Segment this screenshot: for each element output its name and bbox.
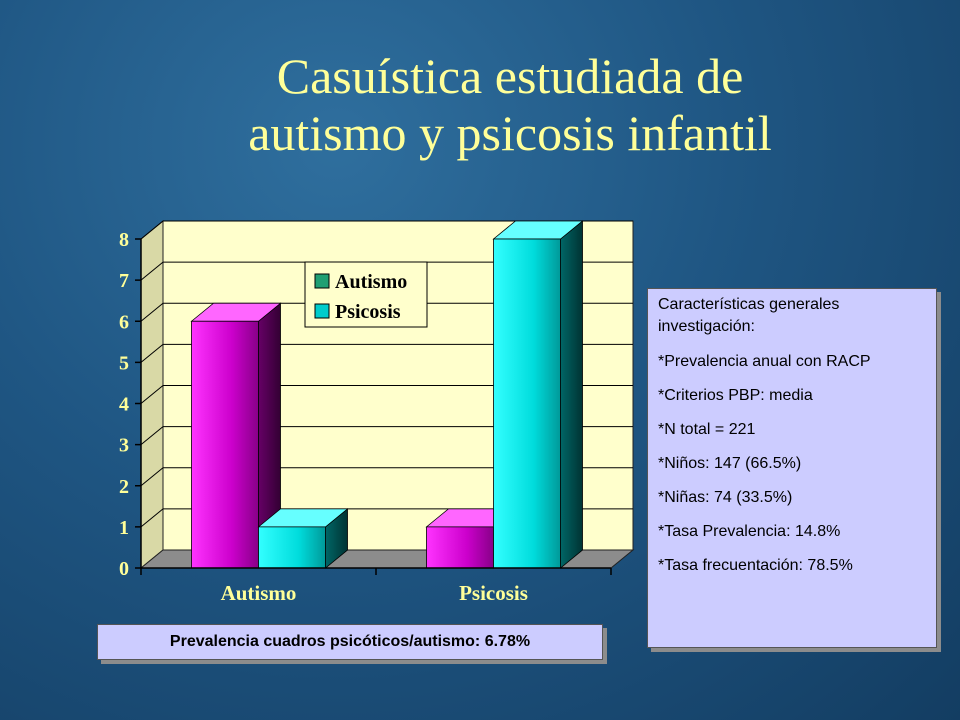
y-tick-label: 0 (119, 558, 129, 580)
info-item-n-total: *N total = 221 (658, 421, 756, 438)
x-tick-label: Autismo (221, 581, 297, 605)
info-item-ninos: *Niños: 147 (66.5%) (658, 455, 802, 472)
slide-title: Casuística estudiada de autismo y psicos… (150, 48, 870, 162)
y-tick-label: 4 (119, 394, 129, 416)
info-item-prevalencia-anual: *Prevalencia anual con RACP (658, 353, 871, 370)
legend-swatch-psicosis (314, 303, 330, 319)
legend-label-autismo: Autismo (335, 271, 407, 293)
y-tick-label: 2 (119, 476, 129, 498)
y-tick-label: 1 (119, 517, 129, 539)
gridline-side (140, 302, 164, 322)
bars (190, 220, 584, 569)
legend-swatch-autismo (314, 273, 330, 289)
slide-title-line-2: autismo y psicosis infantil (248, 105, 772, 161)
legend-label-psicosis: Psicosis (335, 301, 401, 323)
characteristics-box: Características generales investigación:… (647, 288, 937, 648)
info-item-tasa-frecuentacion: *Tasa frecuentación: 78.5% (658, 557, 853, 574)
prevalence-summary-box: Prevalencia cuadros psicóticos/autismo: … (97, 624, 603, 660)
bar-autismo-psicosis (257, 508, 349, 569)
bar-side-face (560, 220, 583, 569)
bar-autismo-autismo (190, 302, 282, 569)
bar-psicosis-psicosis (492, 220, 584, 569)
y-tick-label: 6 (119, 311, 129, 333)
gridline-side (140, 385, 164, 404)
bar-front-face (258, 526, 326, 569)
info-item-criterios: *Criterios PBP: media (658, 387, 813, 404)
prevalence-summary-text: Prevalencia cuadros psicóticos/autismo: … (169, 633, 531, 650)
x-tick-label: Psicosis (459, 581, 528, 605)
bar-front-face (426, 526, 494, 569)
info-item-tasa-prevalencia: *Tasa Prevalencia: 14.8% (658, 523, 841, 540)
slide-title-line-1: Casuística estudiada de (276, 48, 744, 104)
legend: Autismo Psicosis (304, 261, 428, 328)
y-tick-label: 8 (119, 229, 129, 251)
legend-box (304, 261, 428, 328)
gridline-side (140, 467, 164, 487)
y-tick-label: 3 (119, 435, 129, 457)
bar-front-face (191, 320, 259, 569)
x-ticks: Autismo Psicosis (140, 568, 612, 605)
gridline-side (140, 426, 164, 446)
characteristics-heading: Características generales investigación: (658, 296, 840, 335)
y-ticks: 0 1 2 3 4 5 6 7 8 (119, 229, 141, 580)
y-tick-label: 5 (119, 352, 129, 374)
gridline-side (140, 261, 164, 281)
gridline-side (140, 220, 164, 240)
gridline-side (140, 343, 164, 363)
info-item-ninas: *Niñas: 74 (33.5%) (658, 489, 793, 506)
y-tick-label: 7 (119, 270, 129, 292)
gridline-side (140, 508, 164, 528)
bar-front-face (493, 238, 561, 569)
